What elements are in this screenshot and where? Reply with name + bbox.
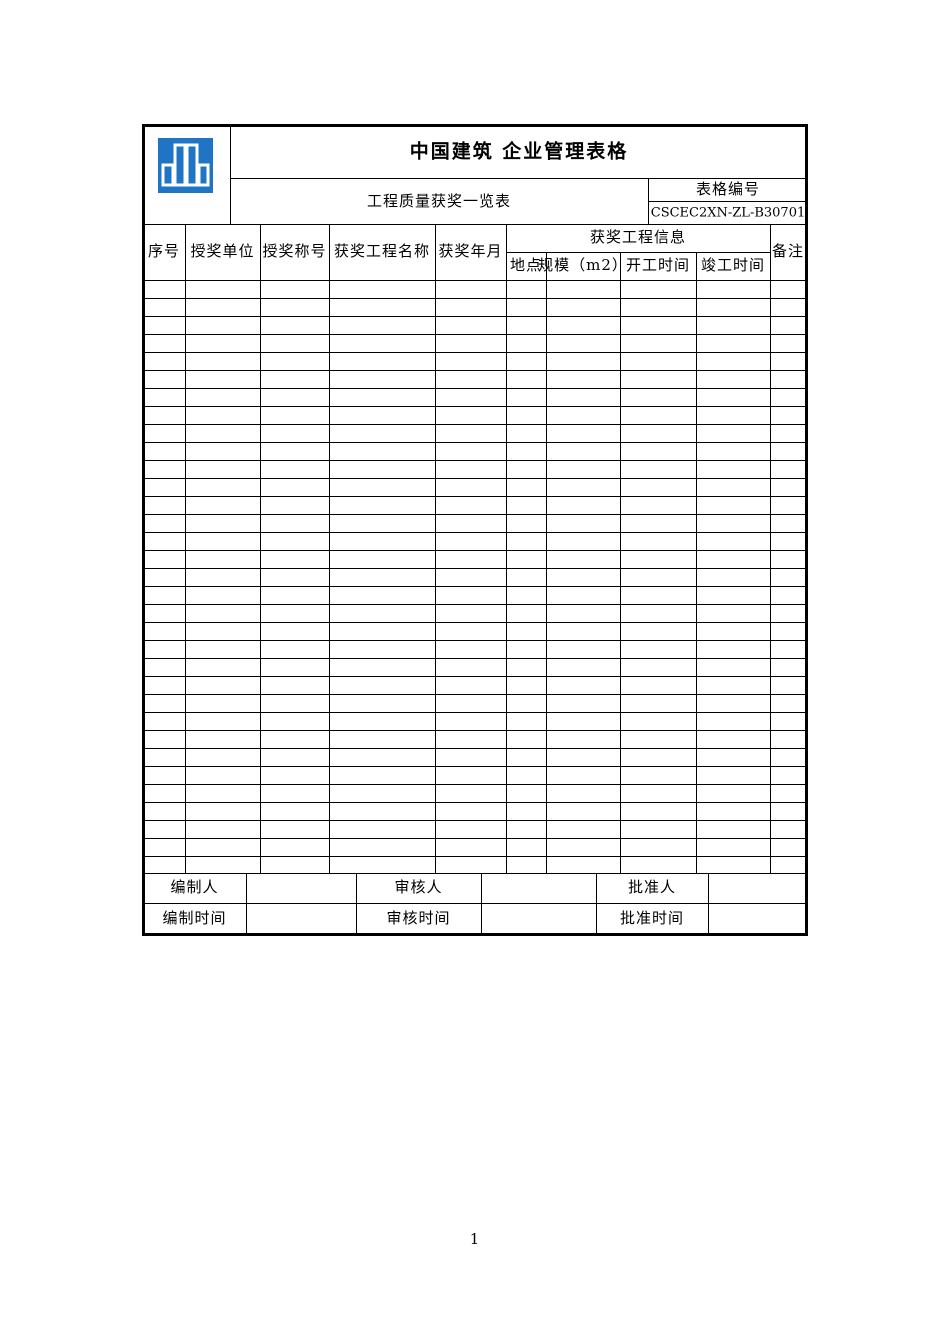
group-header: 获奖工程信息	[590, 228, 686, 246]
form-border	[142, 124, 808, 936]
column-header: 授奖称号	[262, 242, 326, 260]
footer-label: 批准人	[628, 878, 676, 896]
form-code: CSCEC2XN-ZL-B30701	[651, 206, 806, 221]
logo	[158, 138, 213, 193]
column-header: 备注	[772, 242, 804, 260]
column-header: 获奖年月	[438, 242, 502, 260]
column-header: 获奖工程名称	[334, 242, 430, 260]
footer-label: 审核人	[394, 878, 442, 896]
footer-label: 编制人	[170, 878, 218, 896]
sub-column-header: 开工时间	[626, 256, 690, 274]
form-subtitle: 工程质量获奖一览表	[367, 192, 511, 210]
page-number: 1	[470, 1230, 481, 1248]
column-header: 序号	[148, 242, 180, 260]
sub-column-header: 规模（m2）	[538, 256, 628, 274]
footer-label: 编制时间	[162, 909, 226, 927]
form-code-label: 表格编号	[696, 180, 760, 198]
column-header: 授奖单位	[190, 242, 254, 260]
footer-label: 批准时间	[620, 909, 684, 927]
form-title: 中国建筑 企业管理表格	[410, 140, 629, 163]
sub-column-header: 竣工时间	[701, 256, 765, 274]
sub-column-header: 地点	[510, 256, 542, 274]
footer-label: 审核时间	[386, 909, 450, 927]
